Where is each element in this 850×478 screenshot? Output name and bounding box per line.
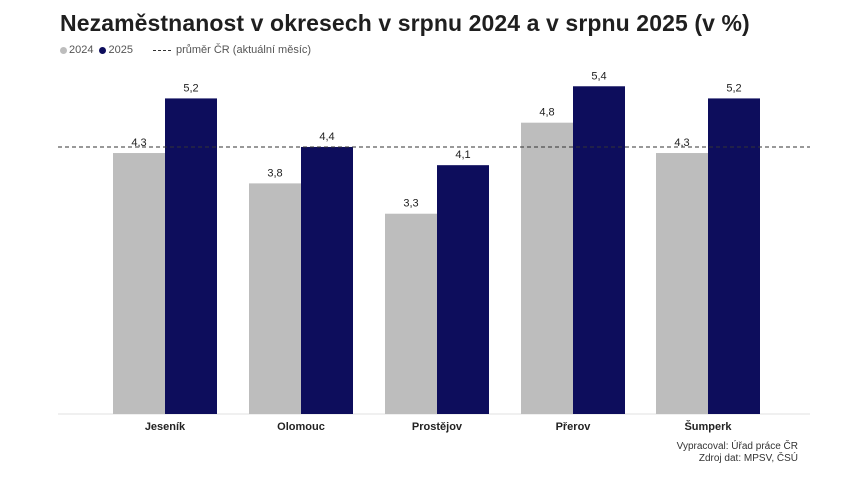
legend-item-2025: 2025 xyxy=(99,44,133,56)
legend-swatch-2024 xyxy=(60,46,67,54)
data-label-2025-4: 5,4 xyxy=(591,70,606,82)
credits: Vypracoval: Úřad práce ČR Zdroj dat: MPS… xyxy=(677,441,798,465)
chart-title: Nezaměstnanost v okresech v srpnu 2024 a… xyxy=(60,10,750,36)
data-label-2025-1: 5,2 xyxy=(183,82,198,94)
category-label-3: Prostějov xyxy=(412,421,463,433)
legend: 2024 2025 průměr ČR (aktuální měsíc) xyxy=(60,44,311,56)
data-label-2024-3: 3,3 xyxy=(403,198,418,210)
bar-2024-4 xyxy=(521,122,573,415)
bar-2025-2 xyxy=(301,146,353,414)
data-label-2024-4: 4,8 xyxy=(539,107,554,119)
data-label-2024-1: 4,3 xyxy=(131,137,146,149)
category-label-5: Šumperk xyxy=(684,420,732,433)
bar-2025-3 xyxy=(437,165,489,414)
bar-2024-5 xyxy=(656,153,708,414)
bar-2025-4 xyxy=(573,86,625,414)
bar-2025-5 xyxy=(708,98,760,415)
bar-2024-3 xyxy=(385,213,437,414)
legend-label-2024: 2024 xyxy=(69,44,94,56)
legend-dash-swatch xyxy=(152,49,171,51)
data-label-2024-2: 3,8 xyxy=(267,167,282,179)
legend-swatch-2025 xyxy=(99,46,107,54)
credits-source: Zdroj dat: MPSV, ČSÚ xyxy=(698,453,798,464)
credits-author: Vypracoval: Úřad práce ČR xyxy=(676,441,798,452)
legend-item-2024: 2024 xyxy=(60,44,93,56)
bar-2024-2 xyxy=(249,183,301,414)
data-label-2025-5: 5,2 xyxy=(726,82,741,94)
category-label-4: Přerov xyxy=(556,421,592,433)
data-label-2024-5: 4,3 xyxy=(674,137,689,149)
category-label-1: Jeseník xyxy=(145,421,186,433)
data-label-2025-2: 4,4 xyxy=(319,131,334,143)
legend-label-reference: průměr ČR (aktuální měsíc) xyxy=(175,44,312,56)
bar-2025-1 xyxy=(165,98,217,415)
bar-2024-1 xyxy=(113,153,165,414)
legend-label-2025: 2025 xyxy=(108,44,133,56)
data-label-2025-3: 4,1 xyxy=(455,149,470,161)
category-label-2: Olomouc xyxy=(277,421,325,433)
